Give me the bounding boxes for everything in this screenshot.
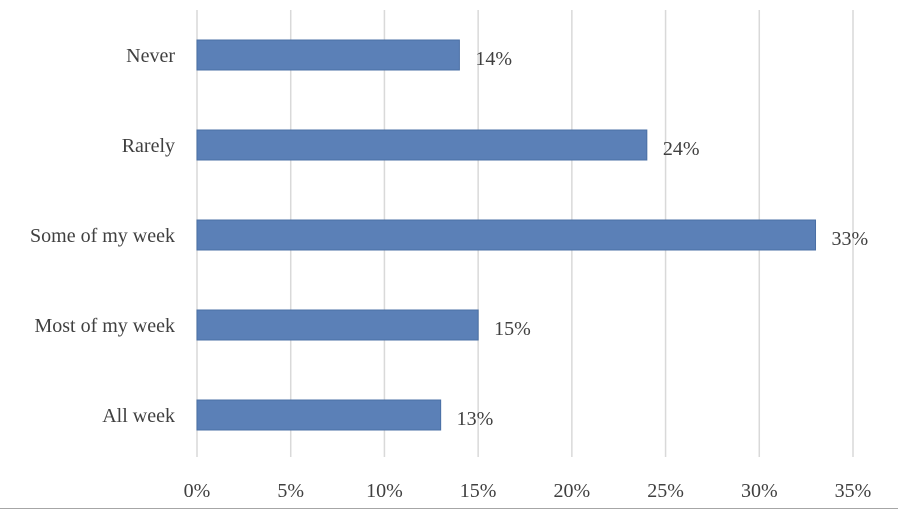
x-tick-label: 35% xyxy=(835,480,872,502)
category-label: Some of my week xyxy=(30,225,175,247)
category-label: All week xyxy=(102,405,175,427)
x-axis-tick-labels: 0% 5% 10% 15% 20% 25% 30% 35% xyxy=(184,480,872,502)
category-label: Rarely xyxy=(122,135,175,157)
category-label: Never xyxy=(126,45,175,67)
x-tick-label: 5% xyxy=(277,480,304,502)
data-label: 15% xyxy=(494,318,531,340)
bar-most-of-my-week xyxy=(196,309,479,341)
category-label: Most of my week xyxy=(34,315,175,337)
data-label: 14% xyxy=(475,48,512,70)
x-tick-label: 30% xyxy=(741,480,778,502)
data-label: 13% xyxy=(457,408,494,430)
x-tick-label: 0% xyxy=(184,480,211,502)
x-tick-label: 10% xyxy=(366,480,403,502)
x-tick-label: 20% xyxy=(554,480,591,502)
bar-rarely xyxy=(196,129,648,161)
data-label: 24% xyxy=(663,138,700,160)
bars xyxy=(196,39,817,431)
bar-all-week xyxy=(196,399,442,431)
bar-never xyxy=(196,39,460,71)
data-labels: 14% 24% 33% 15% 13% xyxy=(457,48,869,430)
bar-some-of-my-week xyxy=(196,219,817,251)
data-label: 33% xyxy=(832,228,869,250)
x-tick-label: 25% xyxy=(647,480,684,502)
x-tick-label: 15% xyxy=(460,480,497,502)
category-labels: Never Rarely Some of my week Most of my wee… xyxy=(30,45,175,427)
